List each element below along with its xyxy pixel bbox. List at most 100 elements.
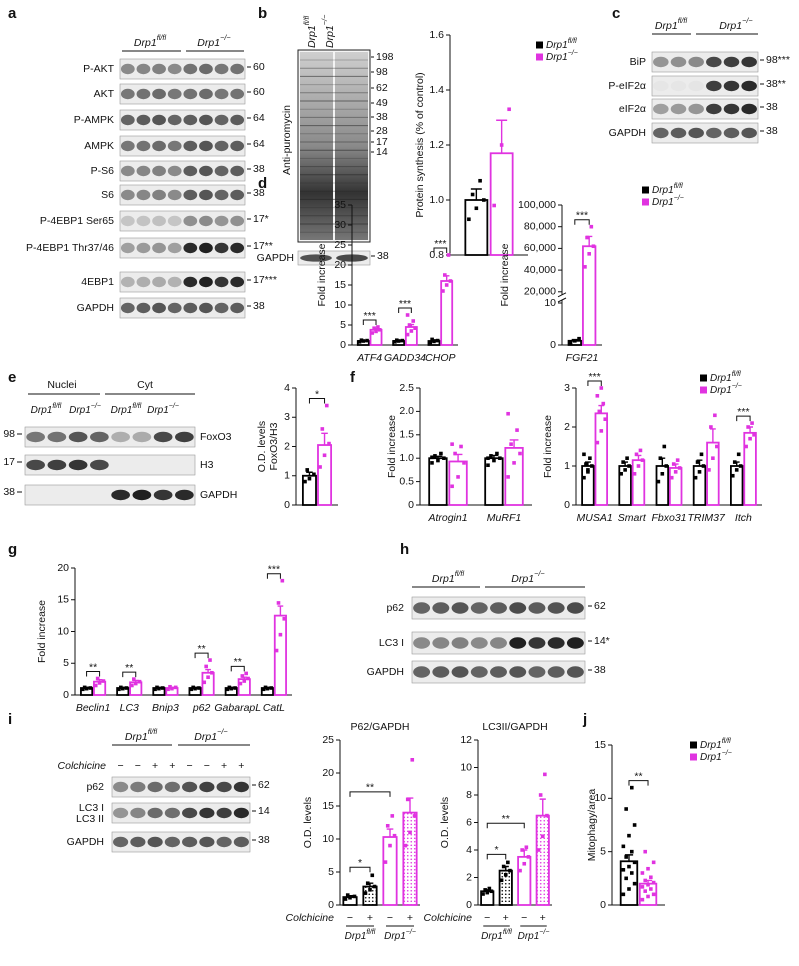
data-point bbox=[343, 897, 348, 901]
data-point bbox=[120, 686, 125, 691]
y-tick-label: 0.5 bbox=[399, 475, 414, 487]
genotype-superscript: −/− bbox=[539, 929, 549, 936]
gene-name: Drp1 bbox=[518, 931, 540, 942]
data-point bbox=[526, 855, 531, 859]
blot-band bbox=[183, 114, 198, 126]
data-point bbox=[97, 681, 102, 685]
y-axis-label: Protein synthesis (% of control) bbox=[414, 72, 426, 217]
data-point bbox=[191, 685, 195, 690]
data-point bbox=[711, 456, 715, 460]
blot-band bbox=[152, 276, 166, 288]
significance-label: *** bbox=[576, 209, 588, 221]
data-point bbox=[590, 464, 594, 468]
blot-band bbox=[653, 127, 669, 139]
data-point bbox=[734, 468, 739, 472]
blot-band bbox=[136, 189, 151, 201]
blot-strip bbox=[119, 184, 246, 206]
gene-name: Drp1 bbox=[546, 40, 568, 51]
data-point bbox=[583, 265, 587, 269]
size-marker: 17** bbox=[253, 240, 273, 252]
genotype-superscript: −/− bbox=[220, 33, 231, 42]
data-point bbox=[524, 845, 529, 850]
data-point bbox=[487, 886, 492, 891]
y-tick-label: 3 bbox=[564, 382, 570, 394]
blot-band bbox=[451, 602, 469, 614]
genotype-label: Drp1−/− bbox=[147, 403, 179, 415]
data-point bbox=[368, 888, 372, 892]
panel-label: i bbox=[8, 711, 12, 728]
blot-band bbox=[432, 602, 450, 614]
data-point bbox=[370, 331, 375, 335]
data-point bbox=[632, 860, 637, 865]
blot-band bbox=[230, 242, 245, 254]
blot-band bbox=[130, 807, 146, 819]
data-point bbox=[385, 824, 390, 828]
data-point bbox=[428, 340, 433, 345]
data-point bbox=[601, 401, 606, 406]
data-point bbox=[327, 441, 331, 446]
x-tick-label: ATF4 bbox=[356, 352, 382, 364]
data-point bbox=[436, 458, 440, 463]
data-point bbox=[280, 578, 285, 583]
genotype-label: Drp1fl/fl bbox=[345, 929, 376, 941]
lane-sign: + bbox=[238, 760, 244, 772]
genotype-superscript: −/− bbox=[742, 16, 753, 25]
y-tick-label: 0 bbox=[63, 689, 69, 701]
blot-band bbox=[470, 637, 488, 649]
lane-sign: + bbox=[169, 760, 175, 772]
blot-band bbox=[671, 81, 687, 91]
data-point bbox=[365, 338, 369, 343]
data-point bbox=[573, 339, 577, 343]
gene-name: Drp1 bbox=[710, 385, 732, 396]
blot-band bbox=[120, 189, 135, 201]
y-tick-label: 1 bbox=[284, 470, 290, 482]
significance-bracket bbox=[736, 415, 751, 422]
significance-label: *** bbox=[364, 310, 376, 322]
blot-band bbox=[741, 80, 757, 92]
blot-strip bbox=[119, 83, 246, 105]
blot-band bbox=[167, 302, 182, 314]
error-bar bbox=[205, 668, 211, 673]
error-bar bbox=[470, 188, 482, 200]
data-point bbox=[312, 472, 316, 477]
y-tick-label: 0 bbox=[328, 899, 334, 911]
blot-row-label: GAPDH bbox=[609, 127, 646, 139]
data-point bbox=[246, 676, 250, 681]
data-point bbox=[589, 224, 594, 229]
blot-band bbox=[547, 637, 565, 649]
blot-band bbox=[47, 459, 67, 471]
data-point bbox=[518, 868, 522, 873]
data-point bbox=[307, 476, 312, 481]
y-tick-label: 80,000 bbox=[524, 220, 556, 232]
blot-band bbox=[113, 807, 129, 819]
genotype-superscript: −/− bbox=[732, 383, 742, 390]
y-tick-label: 0 bbox=[564, 499, 570, 511]
blot-band bbox=[47, 431, 67, 443]
blot-band bbox=[653, 56, 669, 68]
data-point bbox=[470, 192, 475, 197]
size-marker: 98*** bbox=[766, 54, 790, 66]
genotype-superscript: −/− bbox=[320, 14, 329, 25]
data-point bbox=[383, 860, 388, 864]
data-point bbox=[206, 675, 210, 680]
size-marker: 62 bbox=[594, 600, 606, 612]
data-point bbox=[372, 884, 377, 889]
blot-band bbox=[199, 165, 213, 177]
genotype-superscript: −/− bbox=[674, 195, 684, 202]
blot-band bbox=[167, 88, 182, 100]
data-point bbox=[664, 464, 669, 468]
data-point bbox=[599, 386, 604, 390]
data-point bbox=[474, 206, 479, 211]
x-tick-label: Itch bbox=[735, 512, 752, 524]
y-tick-label: 10 bbox=[334, 299, 346, 311]
data-point bbox=[643, 849, 648, 854]
data-point bbox=[545, 813, 549, 818]
blot-band bbox=[120, 63, 135, 75]
data-point bbox=[372, 326, 376, 330]
data-point bbox=[282, 617, 287, 621]
blot-band bbox=[132, 489, 152, 501]
size-marker: 38 bbox=[258, 834, 270, 846]
significance-bracket bbox=[308, 398, 326, 404]
blot-row-label: LC3 I bbox=[379, 637, 404, 649]
blot-row-label: BiP bbox=[630, 56, 646, 68]
